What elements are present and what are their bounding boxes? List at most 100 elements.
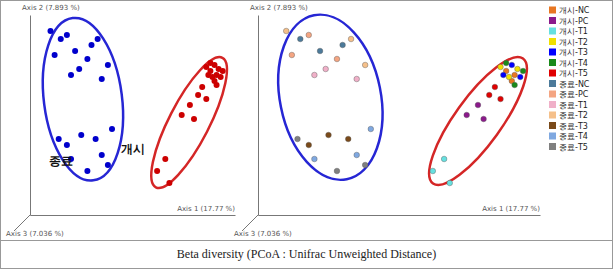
legend-swatch <box>549 91 556 98</box>
point <box>481 116 487 122</box>
point <box>475 102 481 108</box>
point <box>72 48 78 54</box>
point <box>340 42 346 48</box>
legend-swatch <box>549 17 556 24</box>
plot-area <box>48 28 226 186</box>
point <box>191 116 197 122</box>
point <box>512 82 518 88</box>
point <box>76 66 82 72</box>
point <box>84 56 90 62</box>
point <box>298 36 304 42</box>
legend-swatch <box>549 143 556 150</box>
legend-label: 종료-PC <box>559 90 589 99</box>
y-axis <box>258 16 259 216</box>
point <box>492 84 498 90</box>
x-axis-title: Axis 1 (17.77 %) <box>177 205 235 213</box>
x-axis-line <box>259 215 541 216</box>
point <box>503 60 509 66</box>
point <box>283 28 289 34</box>
z-axis-title: Axis 3 (7.036 %) <box>234 230 292 238</box>
legend-entry: 종료-PC <box>549 90 589 99</box>
legend-label: 종료-T2 <box>559 111 588 120</box>
legend-entry: 개시-T5 <box>549 69 588 78</box>
point <box>218 74 224 80</box>
legend-swatch <box>549 49 556 56</box>
point <box>498 96 504 102</box>
point <box>166 180 172 186</box>
series <box>312 126 374 162</box>
point <box>501 72 507 78</box>
point <box>105 162 111 168</box>
legend-label: 개시-PC <box>559 17 589 26</box>
legend-entry: 개시-PC <box>549 17 589 26</box>
point <box>84 168 90 174</box>
series <box>298 36 346 54</box>
caption-divider <box>0 240 613 241</box>
point <box>99 76 105 82</box>
point <box>486 92 492 98</box>
legend-entry: 개시-T2 <box>549 38 588 47</box>
z-axis-line <box>242 215 258 231</box>
point <box>195 92 201 98</box>
point <box>58 36 64 42</box>
point <box>498 64 504 70</box>
figure: Beta diversity (PCoA : Unifrac Unweighte… <box>0 0 613 269</box>
legend-label: 개시-T2 <box>559 38 588 47</box>
legend-entry: 종료-T2 <box>549 111 588 120</box>
point <box>52 52 58 58</box>
point <box>362 62 368 68</box>
point <box>326 132 332 138</box>
point <box>154 168 160 174</box>
legend-entry: 개시-T4 <box>549 59 588 68</box>
point <box>64 142 70 148</box>
point <box>199 84 205 90</box>
series <box>306 132 351 148</box>
series <box>312 66 360 82</box>
legend-label: 개시-T5 <box>559 69 588 78</box>
point <box>506 74 512 80</box>
point <box>48 28 54 34</box>
point <box>289 52 295 58</box>
legend-label: 개시-T4 <box>559 59 588 68</box>
cluster-label: 개시 <box>121 142 145 156</box>
point <box>362 162 368 168</box>
caption: Beta diversity (PCoA : Unifrac Unweighte… <box>177 247 436 261</box>
point <box>56 136 62 142</box>
point <box>509 62 515 68</box>
legend-swatch <box>549 70 556 77</box>
legend: 개시-NC개시-PC개시-T1개시-T2개시-T3개시-T4개시-T5종료-NC… <box>549 6 590 152</box>
point <box>312 72 318 78</box>
plot-area <box>283 28 525 186</box>
legend-label: 개시-T3 <box>559 48 588 57</box>
point <box>187 102 193 108</box>
point <box>89 42 95 48</box>
legend-label: 개시-T1 <box>559 27 588 36</box>
cluster-label: 종료 <box>49 154 73 168</box>
series <box>486 84 503 102</box>
point <box>95 36 101 42</box>
legend-swatch <box>549 28 556 35</box>
point <box>430 168 436 174</box>
point <box>348 36 354 42</box>
x-axis <box>259 215 541 216</box>
series <box>48 28 116 174</box>
point <box>295 136 301 142</box>
point <box>515 66 521 72</box>
point <box>317 48 323 54</box>
series <box>430 156 453 186</box>
point <box>220 68 226 74</box>
legend-label: 종료-T1 <box>559 101 588 110</box>
series <box>283 28 368 68</box>
cluster-ellipse <box>414 45 542 197</box>
point <box>99 152 105 158</box>
legend-swatch <box>549 122 556 129</box>
point <box>323 66 329 72</box>
point <box>179 112 185 118</box>
legend-swatch <box>549 59 556 66</box>
series <box>464 102 487 122</box>
z-axis-title: Axis 3 (7.036 %) <box>6 230 64 238</box>
point <box>441 156 447 162</box>
x-axis <box>31 215 236 216</box>
legend-entry: 개시-T3 <box>549 48 588 57</box>
series <box>498 64 521 80</box>
